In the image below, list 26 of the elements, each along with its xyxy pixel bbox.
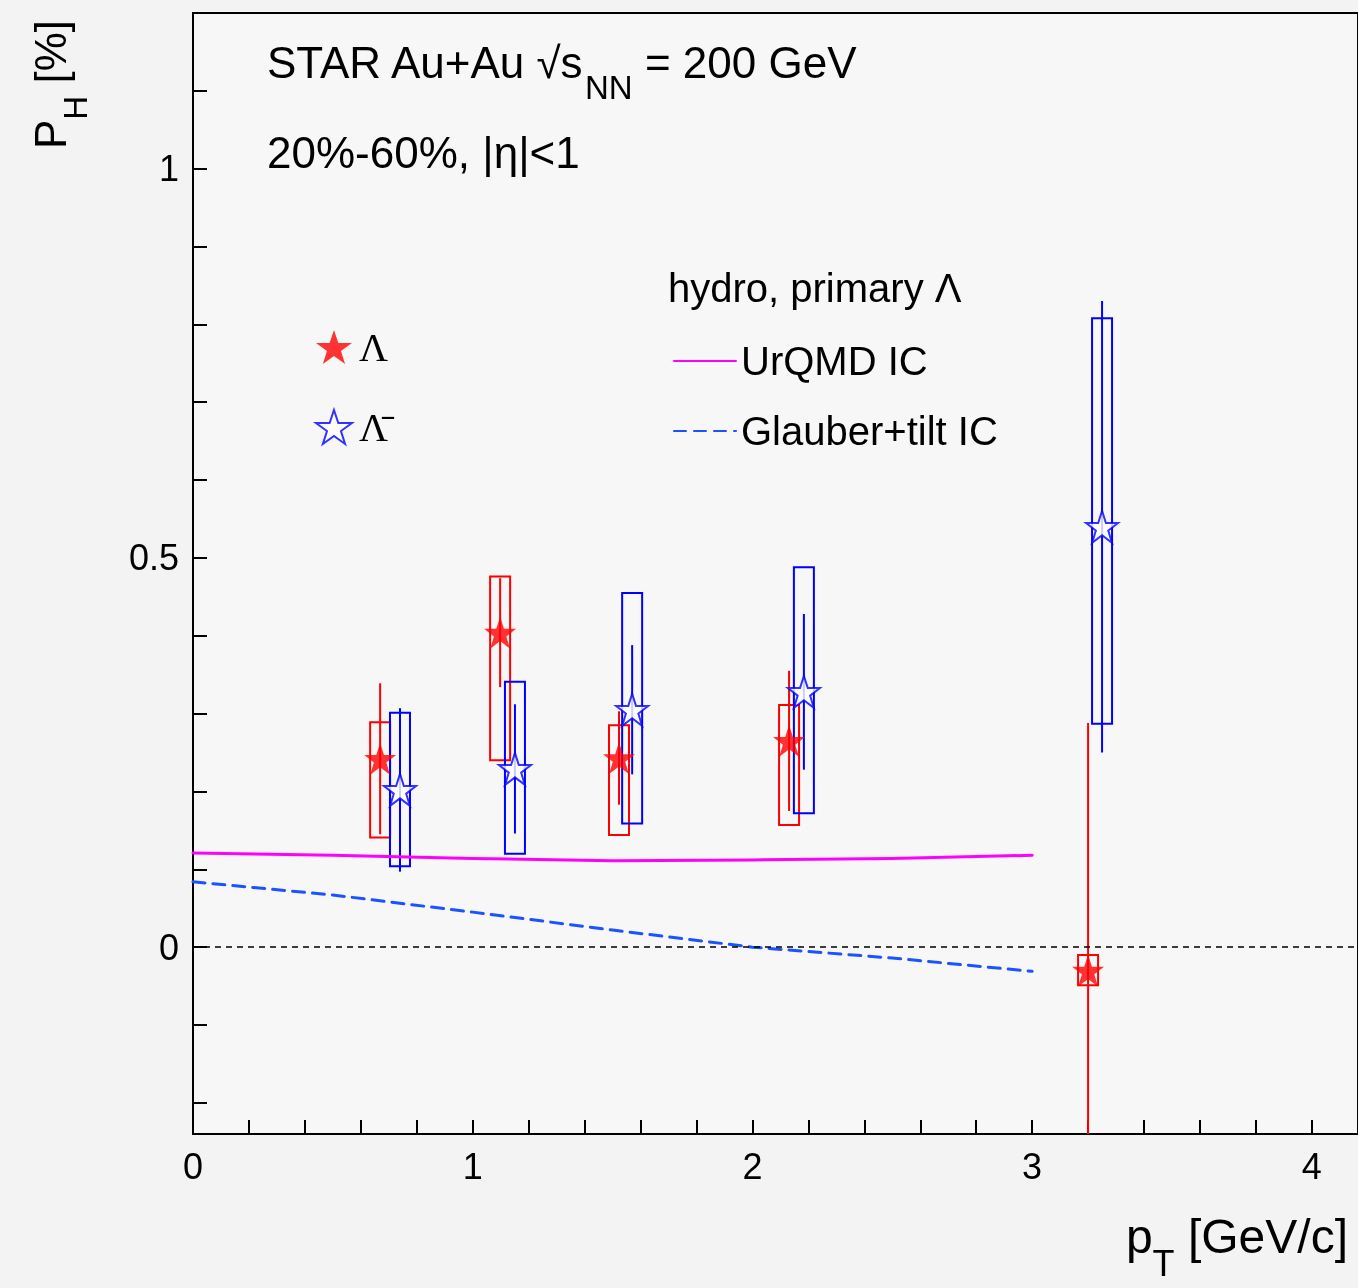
point (603, 742, 635, 774)
bar (489, 575, 512, 762)
x-tick-label: 1 (462, 1145, 483, 1187)
point (382, 772, 417, 807)
legend-label: Λ (358, 324, 388, 370)
x-tick-label: 2 (742, 1145, 763, 1187)
legend-label: UrQMD IC (741, 339, 928, 383)
y-tick-label: 1 (158, 148, 179, 190)
legend-label: Glauber+tilt IC (741, 409, 998, 453)
point (364, 742, 397, 775)
line-series (191, 851, 1034, 863)
annotation: 20%-60%, |η|<1 (267, 127, 580, 177)
x-tick-label: 4 (1301, 1145, 1322, 1187)
point (773, 724, 806, 757)
point (1085, 509, 1120, 544)
x-tick-label: 3 (1022, 1145, 1043, 1187)
point (615, 692, 650, 727)
point (497, 751, 532, 786)
point (484, 616, 517, 649)
legend-title: hydro, primary Λ (668, 266, 962, 310)
point (786, 674, 821, 709)
y-axis-title: PH [%] (25, 20, 94, 149)
line-series (191, 880, 1034, 973)
legend-label: Λ̄ (358, 404, 395, 450)
y-tick-label: 0 (158, 926, 179, 968)
y-tick-label: 0.5 (128, 537, 179, 579)
